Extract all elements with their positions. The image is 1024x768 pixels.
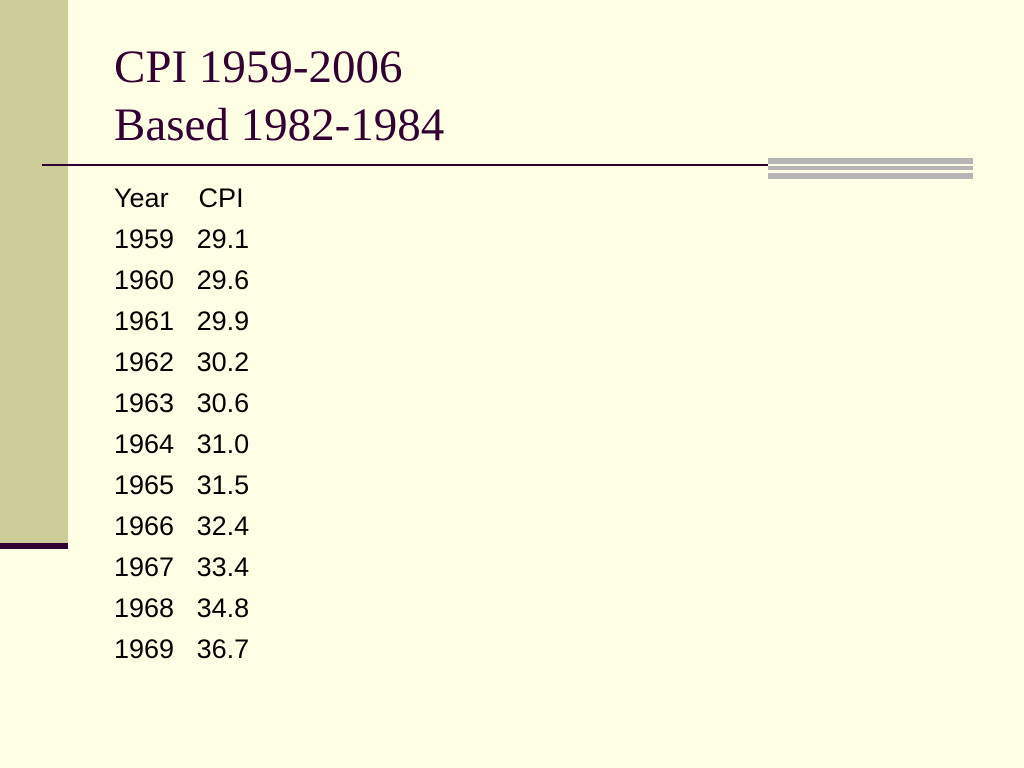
- left-sidebar-bar: [0, 0, 68, 545]
- cpi-list: Year CPI 1959 29.1 1960 29.6 1961 29.9 1…: [114, 178, 249, 670]
- cpi-row: 1969 36.7: [114, 634, 250, 664]
- sidebar-underline: [0, 543, 68, 549]
- title-line-2: Based 1982-1984: [114, 99, 445, 151]
- cpi-row: 1959 29.1: [114, 224, 250, 254]
- cpi-row: 1967 33.4: [114, 552, 250, 582]
- title-divider: [42, 164, 972, 166]
- cpi-header-row: Year CPI: [114, 183, 244, 213]
- cpi-row: 1963 30.6: [114, 388, 250, 418]
- title-line-1: CPI 1959-2006: [114, 41, 403, 93]
- slide-title: CPI 1959-2006 Based 1982-1984: [114, 38, 444, 154]
- cpi-row: 1961 29.9: [114, 306, 250, 336]
- cpi-row: 1960 29.6: [114, 265, 250, 295]
- cpi-row: 1965 31.5: [114, 470, 250, 500]
- cpi-row: 1968 34.8: [114, 593, 250, 623]
- cpi-row: 1962 30.2: [114, 347, 250, 377]
- divider-accent-bars: [768, 158, 973, 179]
- cpi-row: 1964 31.0: [114, 429, 250, 459]
- cpi-row: 1966 32.4: [114, 511, 250, 541]
